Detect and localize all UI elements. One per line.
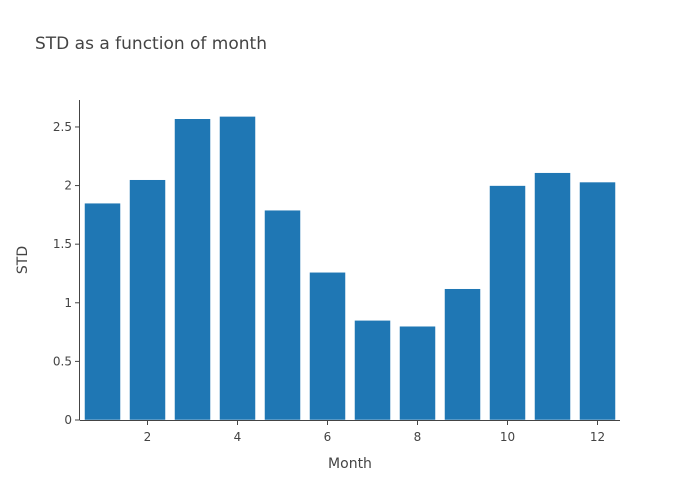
y-tick-label: 0.5 bbox=[53, 354, 72, 368]
y-axis-label: STD bbox=[15, 246, 31, 274]
bar-month-11 bbox=[534, 172, 571, 421]
y-tick-label: 0 bbox=[64, 413, 72, 427]
x-tick-label: 8 bbox=[414, 430, 422, 444]
x-tick-label: 6 bbox=[324, 430, 332, 444]
bar-month-4 bbox=[219, 116, 256, 421]
bar-month-12 bbox=[579, 181, 616, 421]
bar-month-3 bbox=[174, 118, 211, 421]
y-axis-ticks: 0 0.5 1 1.5 2 2.5 bbox=[53, 120, 80, 427]
y-tick-label: 1 bbox=[64, 296, 72, 310]
x-tick-label: 12 bbox=[590, 430, 605, 444]
bar-month-10 bbox=[489, 185, 526, 421]
bar-month-6 bbox=[309, 272, 346, 421]
bar-month-8 bbox=[399, 325, 436, 421]
y-tick-label: 1.5 bbox=[53, 237, 72, 251]
y-tick-label: 2.5 bbox=[53, 120, 72, 134]
x-axis-ticks: 2 4 6 8 10 12 bbox=[144, 420, 605, 444]
x-tick-label: 4 bbox=[234, 430, 242, 444]
chart-title: STD as a function of month bbox=[35, 34, 267, 54]
bar-month-5 bbox=[264, 209, 301, 421]
x-tick-label: 10 bbox=[500, 430, 515, 444]
x-axis-label: Month bbox=[328, 456, 372, 472]
bar-month-9 bbox=[444, 288, 481, 421]
bar-month-1 bbox=[84, 202, 121, 421]
bar-month-7 bbox=[354, 320, 391, 421]
bars bbox=[84, 116, 616, 421]
x-tick-label: 2 bbox=[144, 430, 152, 444]
bar-month-2 bbox=[129, 179, 166, 421]
y-tick-label: 2 bbox=[64, 179, 72, 193]
